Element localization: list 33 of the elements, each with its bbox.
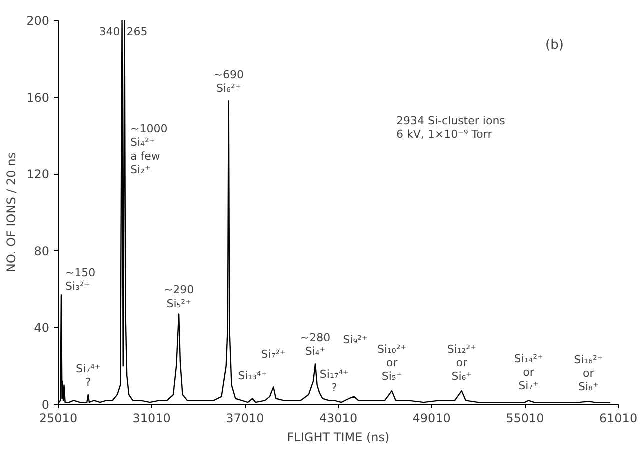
annotation: ~290 Si₅²⁺ — [164, 284, 194, 310]
x-tick-label: 37010 — [226, 412, 264, 426]
y-axis-title: NO. OF IONS / 20 ns — [4, 152, 19, 272]
annotation: Si₁₆²⁺ or Si₈⁺ — [574, 353, 604, 394]
annotation: ~150 Si₃²⁺ — [65, 266, 96, 294]
annotation: Si₁₃⁴⁺ — [238, 370, 268, 383]
y-tick-label: 200 — [26, 14, 50, 28]
annotation: 2934 Si-cluster ions 6 kV, 1×10⁻⁹ Torr — [396, 114, 506, 142]
y-tick-label: 0 — [42, 398, 50, 412]
annotation: ~280 Si₄⁺ — [300, 332, 331, 358]
y-tick-label: 40 — [34, 321, 50, 336]
annotation: Si₇²⁺ — [261, 348, 286, 362]
annotation: Si₁₄²⁺ or Si₇⁺ — [514, 352, 544, 393]
annotation: Si₉²⁺ — [343, 334, 368, 346]
x-tick-label: 61010 — [599, 412, 638, 426]
x-tick-label: 25010 — [39, 412, 78, 426]
x-tick-label: 49010 — [412, 412, 451, 426]
annotation: 340 — [99, 26, 120, 38]
annotation: (b) — [546, 38, 564, 53]
annotation: Si₁₇⁴⁺ ? — [320, 368, 350, 395]
x-tick-label: 43010 — [319, 412, 358, 426]
annotation: 265 — [126, 26, 148, 38]
annotation: Si₇⁴⁺ ? — [76, 362, 101, 389]
annotation: Si₁₀²⁺ or Si₅⁺ — [377, 342, 407, 384]
x-axis-title: FLIGHT TIME (ns) — [287, 430, 390, 444]
y-tick-label: 80 — [34, 244, 50, 258]
annotation: ~690 Si₆²⁺ — [214, 68, 244, 96]
annotation: ~1000 Si₄²⁺ a few Si₂⁺ — [130, 122, 168, 176]
y-tick-label: 160 — [26, 90, 50, 105]
x-tick-label: 55010 — [506, 412, 544, 426]
annotation: Si₁₂²⁺ or Si₆⁺ — [447, 342, 477, 384]
y-tick-label: 120 — [26, 168, 50, 182]
x-tick-label: 31010 — [132, 412, 171, 426]
